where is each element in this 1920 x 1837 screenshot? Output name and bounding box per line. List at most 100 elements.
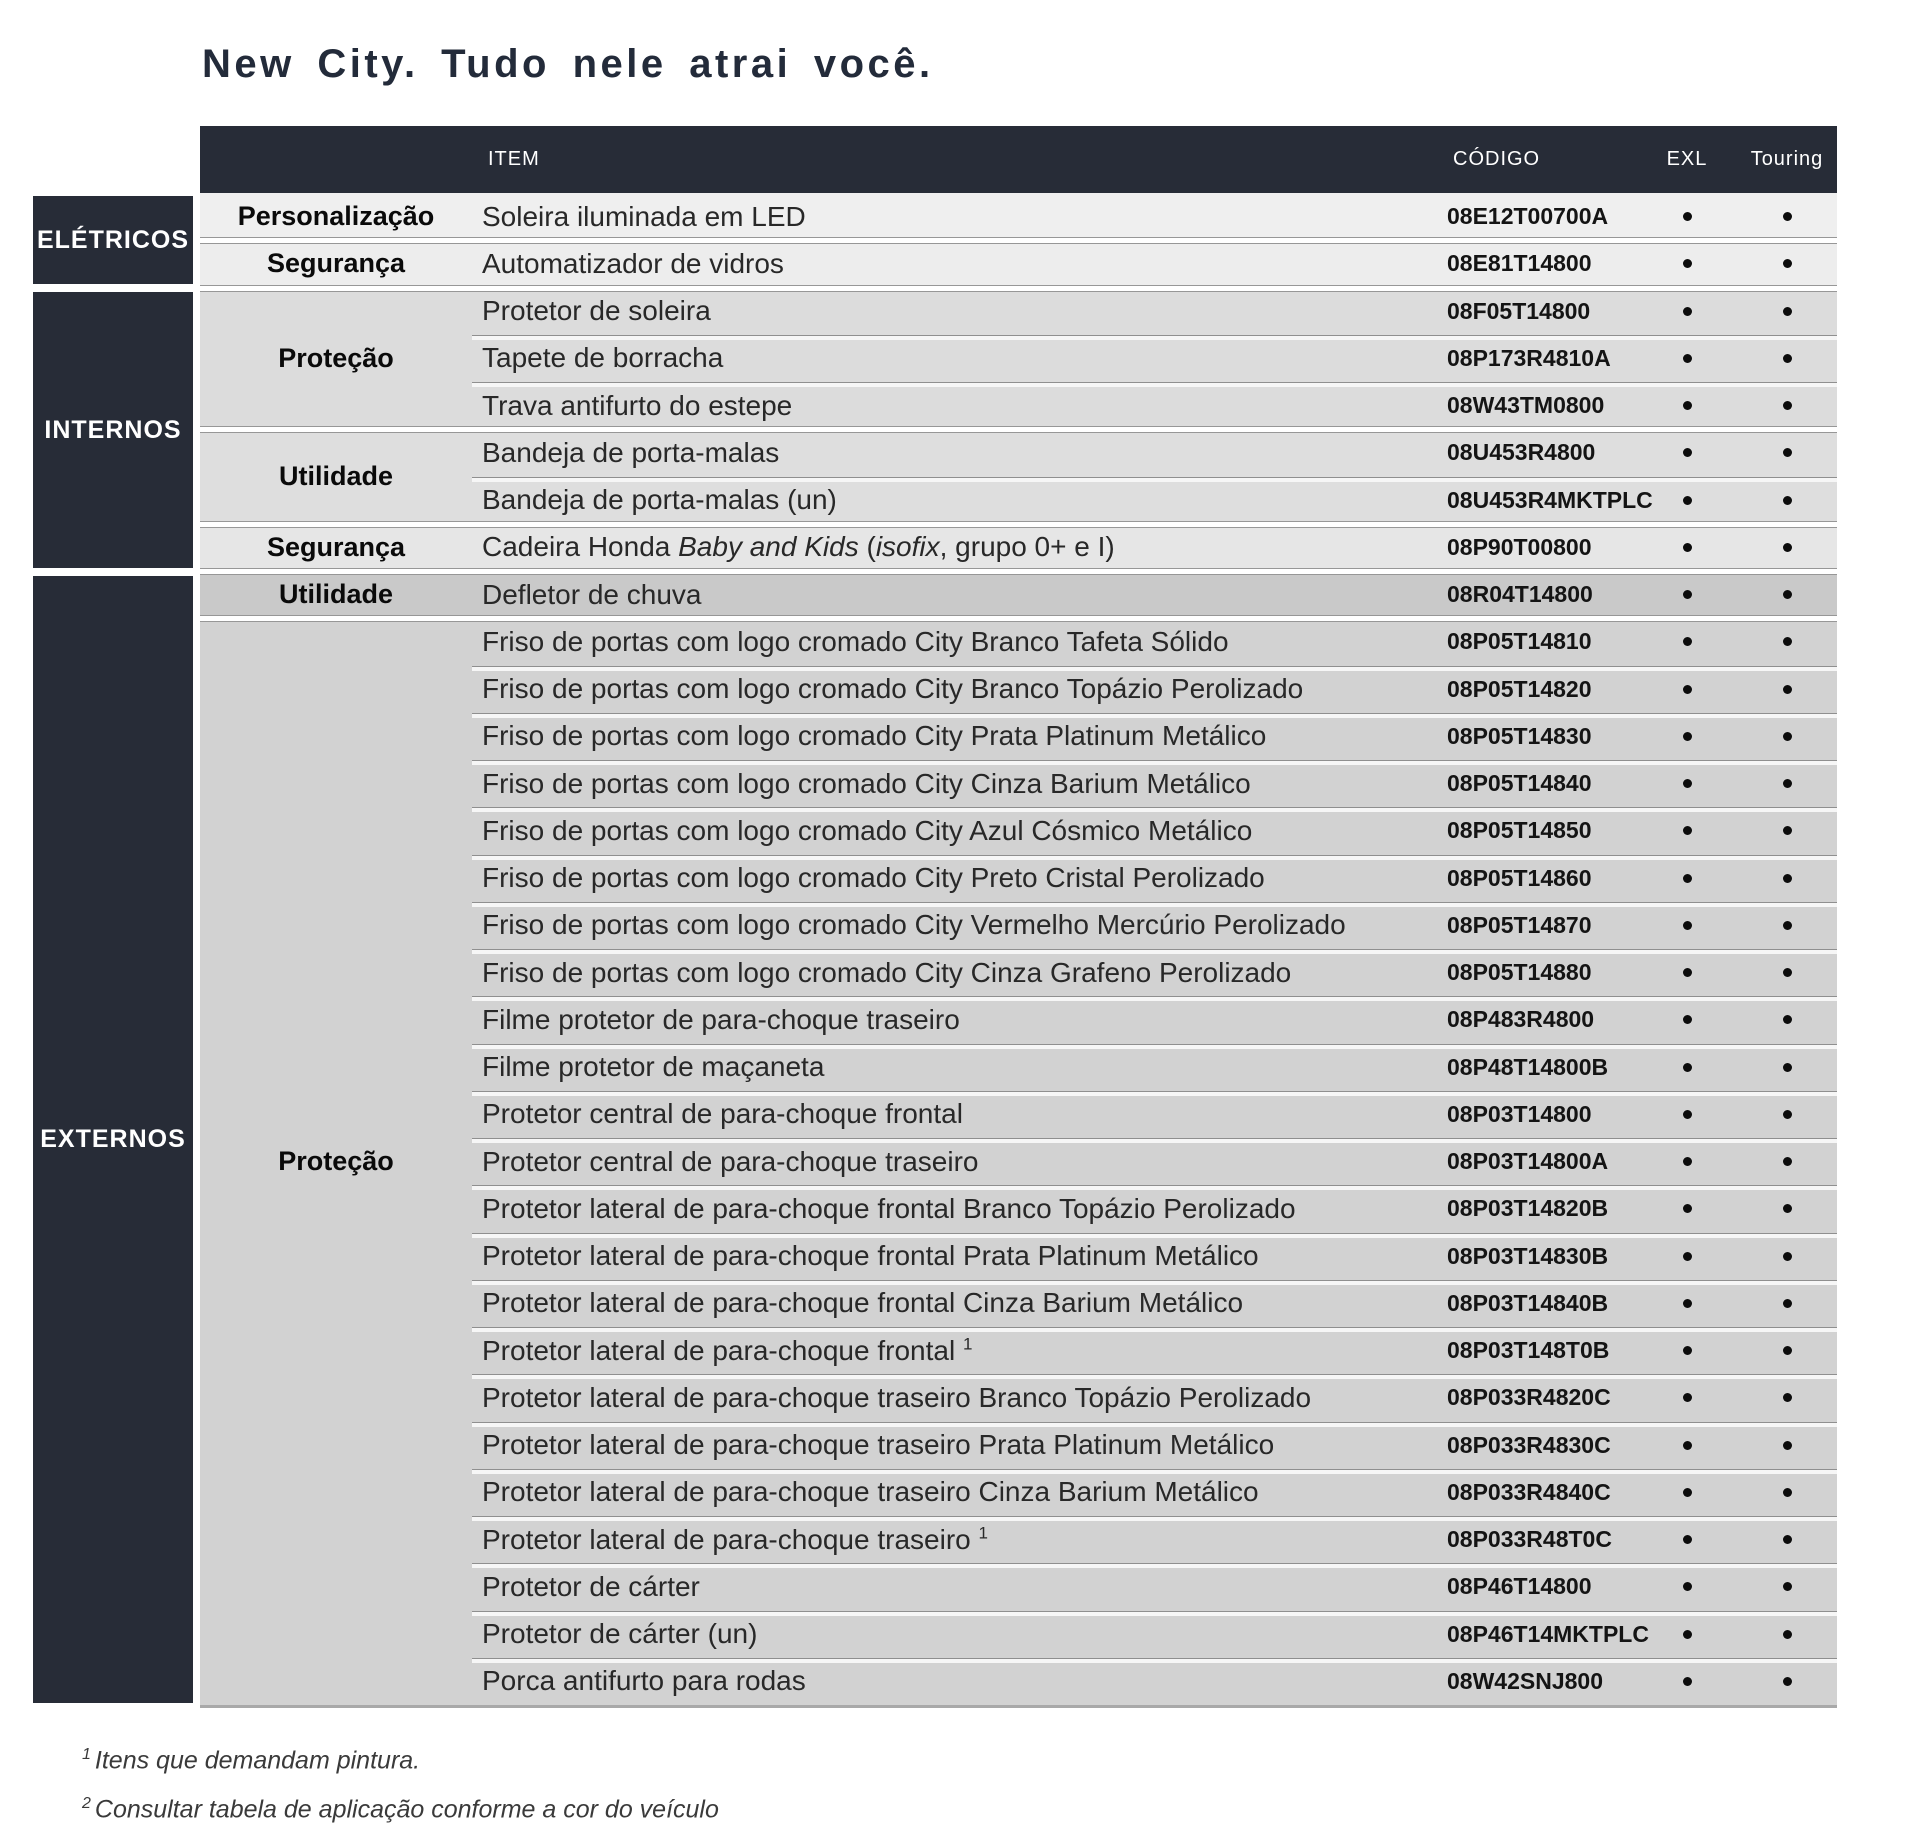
codigo-cell: 08P05T14810 — [1447, 628, 1592, 655]
exl-dot — [1682, 353, 1692, 363]
table-row: Friso de portas com logo cromado City Pr… — [472, 854, 1837, 902]
exl-cell — [1637, 1629, 1737, 1639]
exl-cell — [1637, 259, 1737, 269]
exl-cell — [1637, 779, 1737, 789]
category-label: Segurança — [266, 248, 406, 279]
codigo-cell: 08P48T14800B — [1447, 1053, 1609, 1080]
item-cell: Soleira iluminada em LED — [482, 200, 806, 232]
table-row: Bandeja de porta-malas 08U453R4800 — [472, 429, 1837, 476]
touring-cell — [1737, 1487, 1837, 1497]
exl-cell — [1637, 826, 1737, 836]
item-cell: Protetor lateral de para-choque traseiro… — [482, 1523, 988, 1555]
item-cell: Filme protetor de para-choque traseiro — [482, 1003, 960, 1035]
table-row: Filme protetor de para-choque traseiro 08… — [472, 996, 1837, 1043]
touring-dot — [1782, 826, 1792, 836]
exl-dot — [1682, 779, 1692, 789]
table-row: Bandeja de porta-malas (un) 08U453R4MKTPL… — [472, 476, 1837, 524]
touring-cell — [1737, 1346, 1837, 1356]
codigo-cell: 08P033R4840C — [1447, 1478, 1611, 1505]
table-row: Defletor de chuva 08R04T14800 — [472, 571, 1837, 618]
item-cell: Trava antifurto do estepe — [482, 389, 793, 421]
table-row: Protetor lateral de para-choque frontal … — [472, 1327, 1837, 1374]
exl-cell — [1637, 1346, 1737, 1356]
codigo-cell: 08P03T148T0B — [1447, 1337, 1610, 1364]
item-cell: Protetor de cárter (un) — [482, 1618, 758, 1650]
exl-cell — [1637, 353, 1737, 363]
exl-cell — [1637, 920, 1737, 930]
table-row: Porca antifurto para rodas 08W42SNJ800 — [472, 1657, 1837, 1705]
exl-dot — [1682, 637, 1692, 647]
exl-cell — [1637, 1157, 1737, 1167]
sidebar-section-internos: INTERNOS — [33, 292, 193, 568]
codigo-cell: 08P03T14840B — [1447, 1289, 1609, 1316]
exl-dot — [1682, 590, 1692, 600]
exl-dot — [1682, 968, 1692, 978]
exl-dot — [1682, 1298, 1692, 1308]
item-cell: Friso de portas com logo cromado City Br… — [482, 625, 1229, 657]
touring-cell — [1737, 306, 1837, 316]
footnote-2-marker: 2 — [82, 1795, 91, 1813]
touring-dot — [1782, 1204, 1792, 1214]
exl-cell — [1637, 1015, 1737, 1025]
codigo-cell: 08R04T14800 — [1447, 581, 1593, 608]
item-cell: Protetor lateral de para-choque traseiro… — [482, 1476, 1259, 1508]
table-header: ITEM CÓDIGO EXL Touring — [200, 126, 1837, 193]
touring-cell — [1737, 826, 1837, 836]
table-row: Friso de portas com logo cromado City Pr… — [472, 712, 1837, 760]
sidebar-section-eletricos: ELÉTRICOS — [33, 196, 193, 284]
exl-cell — [1637, 1535, 1737, 1545]
codigo-cell: 08P033R4820C — [1447, 1384, 1611, 1411]
touring-cell — [1737, 1204, 1837, 1214]
exl-dot — [1682, 212, 1692, 222]
exl-cell — [1637, 1582, 1737, 1592]
item-cell: Bandeja de porta-malas — [482, 436, 780, 468]
exl-dot — [1682, 1109, 1692, 1119]
codigo-cell: 08E12T00700A — [1447, 203, 1609, 230]
codigo-cell: 08P03T14830B — [1447, 1242, 1609, 1269]
codigo-cell: 08P05T14870 — [1447, 911, 1592, 938]
touring-dot — [1782, 495, 1792, 505]
item-cell: Protetor lateral de para-choque traseiro… — [482, 1381, 1312, 1413]
item-cell: Automatizador de vidros — [482, 247, 784, 279]
item-cell: Protetor lateral de para-choque frontal … — [482, 1334, 973, 1366]
touring-cell — [1737, 1440, 1837, 1450]
exl-dot — [1682, 920, 1692, 930]
exl-cell — [1637, 1393, 1737, 1403]
table-row: Filme protetor de maçaneta 08P48T14800B — [472, 1043, 1837, 1091]
item-cell: Friso de portas com logo cromado City Ve… — [482, 909, 1346, 941]
table-row: Soleira iluminada em LED 08E12T00700A — [472, 193, 1837, 240]
item-cell: Defletor de chuva — [482, 578, 702, 610]
item-cell: Friso de portas com logo cromado City Az… — [482, 814, 1253, 846]
item-cell: Friso de portas com logo cromado City Pr… — [482, 720, 1267, 752]
touring-dot — [1782, 401, 1792, 411]
touring-cell — [1737, 968, 1837, 978]
table-row: Protetor de cárter 08P46T14800 — [472, 1563, 1837, 1610]
codigo-cell: 08P05T14820 — [1447, 675, 1592, 702]
exl-cell — [1637, 731, 1737, 741]
category-group: Segurança Cadeira Honda Baby and Kids (is… — [200, 520, 1837, 571]
touring-dot — [1782, 1015, 1792, 1025]
codigo-cell: 08U453R4800 — [1447, 439, 1596, 466]
exl-dot — [1682, 684, 1692, 694]
codigo-cell: 08P05T14880 — [1447, 959, 1592, 986]
category-label: Segurança — [266, 531, 406, 562]
category-label: Utilidade — [278, 461, 393, 491]
category-group: Personalização Soleira iluminada em LED 08… — [200, 193, 1837, 241]
touring-dot — [1782, 779, 1792, 789]
table-row: Cadeira Honda Baby and Kids (isofix, gru… — [472, 524, 1837, 571]
touring-cell — [1737, 1157, 1837, 1167]
footnote-2-text: Consultar tabela de aplicação conforme a… — [94, 1795, 719, 1824]
touring-dot — [1782, 1676, 1792, 1686]
touring-cell — [1737, 495, 1837, 505]
exl-dot — [1682, 1015, 1692, 1025]
touring-cell — [1737, 448, 1837, 458]
touring-dot — [1782, 731, 1792, 741]
category-group: Proteção Protetor de soleira 08F05T14800 Ta… — [200, 284, 1837, 430]
item-cell: Protetor lateral de para-choque frontal … — [482, 1192, 1296, 1224]
item-cell: Filme protetor de maçaneta — [482, 1051, 825, 1083]
exl-dot — [1682, 1157, 1692, 1167]
category-group: Utilidade Defletor de chuva 08R04T14800 — [200, 567, 1837, 619]
touring-cell — [1737, 212, 1837, 222]
codigo-cell: 08P05T14840 — [1447, 770, 1592, 797]
touring-dot — [1782, 1298, 1792, 1308]
